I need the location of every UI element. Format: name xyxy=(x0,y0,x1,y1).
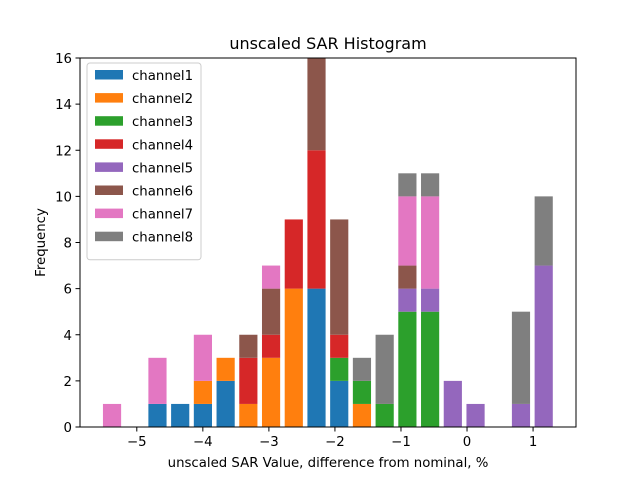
legend-swatch-channel3 xyxy=(95,116,123,126)
bar-channel5-bin-14 xyxy=(398,288,417,312)
y-tick-label: 10 xyxy=(55,190,72,205)
x-tick-label: −4 xyxy=(193,435,213,450)
legend-swatch-channel5 xyxy=(95,162,123,172)
bar-channel7-bin-3 xyxy=(148,357,167,404)
bar-channel2-bin-9 xyxy=(284,288,303,427)
bar-channel3-bin-13 xyxy=(375,403,394,427)
x-axis-label: unscaled SAR Value, difference from nomi… xyxy=(168,456,489,471)
legend-swatch-channel2 xyxy=(95,93,123,103)
x-tick-label: 0 xyxy=(463,435,471,450)
bar-channel7-bin-14 xyxy=(398,196,417,266)
bars-group xyxy=(102,58,553,427)
bar-channel1-bin-10 xyxy=(307,288,326,427)
x-tick-label: −3 xyxy=(259,435,279,450)
bar-channel4-bin-7 xyxy=(239,357,258,404)
y-tick-label: 0 xyxy=(64,421,72,436)
bar-channel1-bin-3 xyxy=(148,403,167,427)
x-tick-label: −5 xyxy=(127,435,147,450)
bar-channel2-bin-7 xyxy=(239,403,258,427)
bar-channel7-bin-15 xyxy=(421,196,440,289)
chart-title: unscaled SAR Histogram xyxy=(229,34,426,53)
bar-channel3-bin-15 xyxy=(421,311,440,427)
y-tick-label: 14 xyxy=(55,98,72,113)
y-tick-label: 6 xyxy=(64,283,72,298)
bar-channel3-bin-11 xyxy=(330,357,349,381)
bar-channel1-bin-11 xyxy=(330,380,349,427)
legend-swatch-channel1 xyxy=(95,70,123,80)
x-tick-label: −2 xyxy=(325,435,345,450)
legend-label-channel2: channel2 xyxy=(132,92,193,107)
y-tick-label: 8 xyxy=(64,237,72,252)
bar-channel7-bin-8 xyxy=(261,265,281,289)
bar-channel2-bin-12 xyxy=(352,403,372,427)
x-ticks: −5 −4 −3 −2 −1 0 1 xyxy=(127,427,537,450)
bar-channel4-bin-9 xyxy=(284,219,303,289)
legend-label-channel3: channel3 xyxy=(132,115,193,130)
bar-channel6-bin-7 xyxy=(239,334,258,358)
bar-channel3-bin-12 xyxy=(352,380,372,404)
bar-channel6-bin-11 xyxy=(330,219,349,335)
bar-channel1-bin-6 xyxy=(216,380,235,427)
y-tick-label: 16 xyxy=(55,52,72,67)
x-tick-label: 1 xyxy=(529,435,537,450)
bar-channel2-bin-8 xyxy=(261,357,281,427)
bar-channel5-bin-15 xyxy=(421,288,440,312)
legend-label-channel4: channel4 xyxy=(132,138,193,153)
bar-channel3-bin-14 xyxy=(398,311,417,427)
bar-channel1-bin-5 xyxy=(193,403,212,427)
legend-swatch-channel7 xyxy=(95,208,123,219)
y-tick-label: 2 xyxy=(64,375,72,390)
y-axis-label: Frequency xyxy=(34,208,49,277)
bar-channel4-bin-10 xyxy=(307,150,326,289)
legend-label-channel8: channel8 xyxy=(132,231,193,246)
bar-channel4-bin-11 xyxy=(330,334,349,358)
legend-label-channel5: channel5 xyxy=(132,161,193,176)
bar-channel1-bin-4 xyxy=(171,403,190,427)
legend-label-channel7: channel7 xyxy=(132,208,193,223)
legend-swatch-channel8 xyxy=(95,231,123,242)
bar-channel4-bin-8 xyxy=(261,334,281,358)
bar-channel7-bin-5 xyxy=(193,334,212,381)
bar-channel8-bin-20 xyxy=(534,196,553,266)
bar-channel5-bin-17 xyxy=(466,403,485,427)
bar-channel7-bin-1 xyxy=(102,403,122,427)
legend-label-channel1: channel1 xyxy=(132,69,193,84)
bar-channel2-bin-6 xyxy=(216,357,235,381)
y-ticks: 0 2 4 6 8 10 12 14 16 xyxy=(55,52,80,436)
y-tick-label: 4 xyxy=(64,329,72,344)
y-tick-label: 12 xyxy=(55,144,72,159)
bar-channel6-bin-8 xyxy=(261,288,281,335)
bar-channel8-bin-12 xyxy=(352,357,372,381)
bar-channel2-bin-5 xyxy=(193,380,212,404)
bar-channel6-bin-14 xyxy=(398,265,417,289)
legend-label-channel6: channel6 xyxy=(132,185,193,200)
bar-channel8-bin-19 xyxy=(511,311,531,404)
legend-swatch-channel6 xyxy=(95,185,123,195)
legend: channel1 channel2 channel3 channel4 channel5… xyxy=(86,62,202,261)
bar-channel5-bin-16 xyxy=(443,380,462,427)
x-tick-label: −1 xyxy=(391,435,411,450)
bar-channel8-bin-13 xyxy=(375,334,394,404)
legend-swatch-channel4 xyxy=(95,139,123,149)
bar-channel5-bin-19 xyxy=(511,403,531,427)
bar-channel8-bin-15 xyxy=(421,173,440,197)
bar-channel8-bin-14 xyxy=(398,173,417,197)
bar-channel6-bin-10 xyxy=(307,58,326,151)
bar-channel5-bin-20 xyxy=(534,265,553,427)
